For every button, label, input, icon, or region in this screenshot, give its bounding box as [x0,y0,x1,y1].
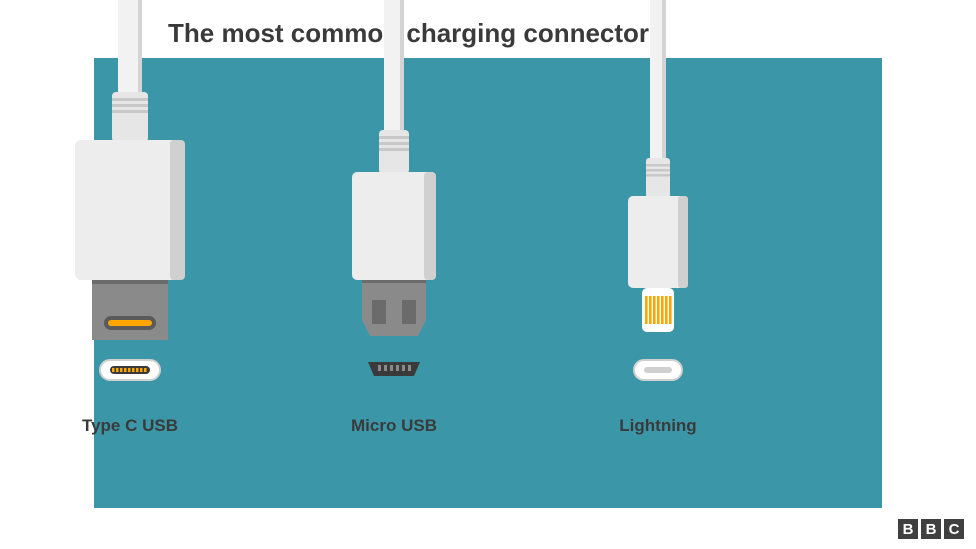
label-micro-usb: Micro USB [264,416,524,436]
connector-micro-usb [264,0,524,450]
label-type-c: Type C USB [0,416,260,436]
source-logo-letter: B [898,519,918,539]
source-logo-letter: B [921,519,941,539]
label-lightning: Lightning [528,416,788,436]
source-logo-letter: C [944,519,964,539]
connector-type-c [0,0,260,450]
source-logo: B B C [898,519,964,539]
connector-lightning [528,0,788,450]
